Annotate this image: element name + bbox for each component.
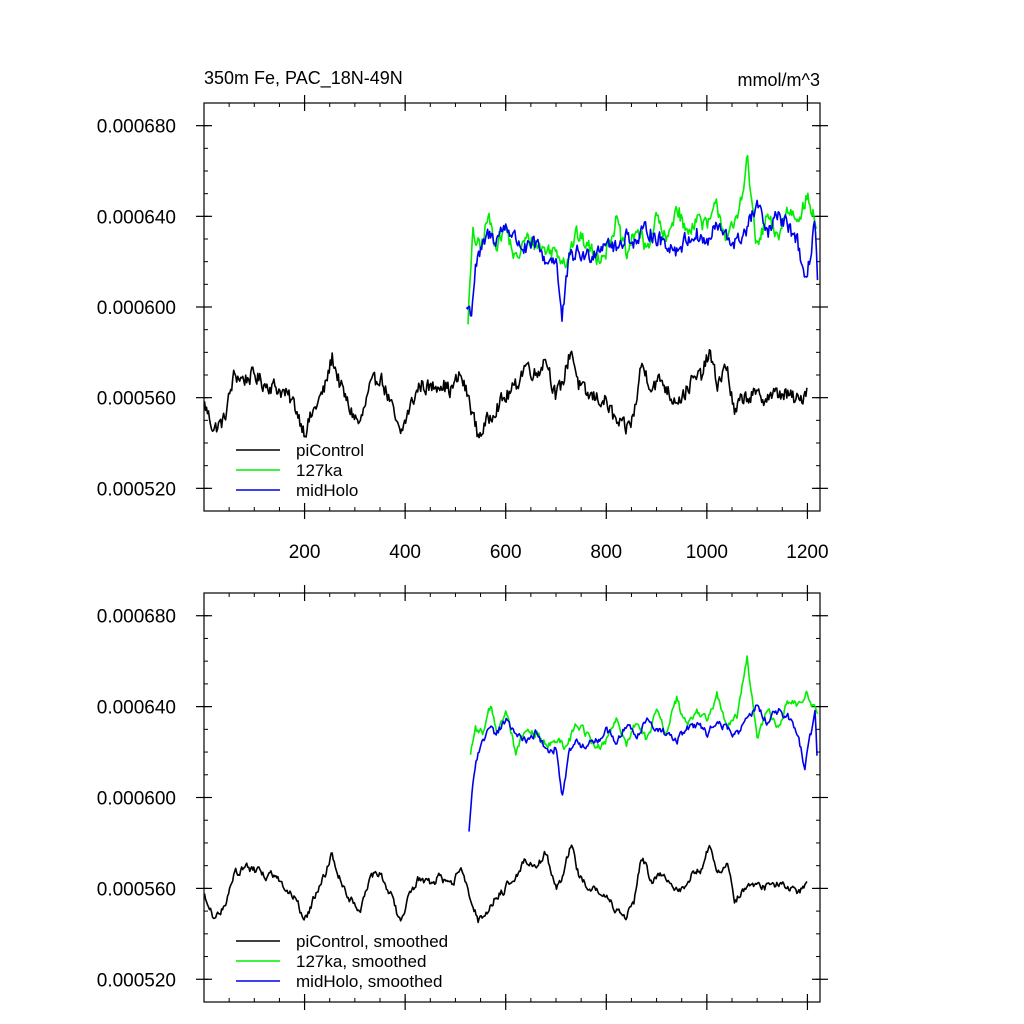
y-tick-label: 0.000560 xyxy=(97,389,176,410)
legend-label: piControl, smoothed xyxy=(296,932,448,951)
y-tick-label: 0.000680 xyxy=(97,117,176,138)
legend-label: piControl xyxy=(296,441,364,460)
x-tick-label: 600 xyxy=(490,542,522,563)
y-tick-label: 0.000520 xyxy=(97,479,176,500)
units-label: mmol/m^3 xyxy=(738,70,820,90)
x-tick-label: 800 xyxy=(590,542,622,563)
series-line-midholo xyxy=(465,199,819,322)
y-tick-label: 0.000560 xyxy=(97,879,176,900)
legend-label: 127ka xyxy=(296,461,343,480)
y-tick-label: 0.000520 xyxy=(97,970,176,991)
legend-label: midHolo xyxy=(296,481,358,500)
series-line-picontrol xyxy=(204,349,808,439)
y-tick-label: 0.000680 xyxy=(97,607,176,628)
legend-label: 127ka, smoothed xyxy=(296,952,426,971)
y-tick-label: 0.000600 xyxy=(97,789,176,810)
x-tick-label: 1000 xyxy=(686,542,728,563)
x-tick-label: 1200 xyxy=(786,542,828,563)
x-tick-label: 200 xyxy=(289,542,321,563)
y-tick-label: 0.000640 xyxy=(97,698,176,719)
x-tick-label: 400 xyxy=(389,542,421,563)
series-line-midholo-smoothed xyxy=(468,704,818,832)
y-tick-label: 0.000640 xyxy=(97,207,176,228)
series-line-picontrol-smoothed xyxy=(204,844,808,924)
y-tick-label: 0.000600 xyxy=(97,298,176,319)
legend-label: midHolo, smoothed xyxy=(296,972,442,991)
bottom-panel: 0.000520 0.000560 0.000600 0.000640 0.000680… xyxy=(97,585,828,1010)
series-line-127ka-smoothed xyxy=(469,655,819,756)
series-line-127ka xyxy=(467,154,818,325)
top-panel: 0.000520 0.000560 0.000600 0.000640 0.000680… xyxy=(97,95,829,563)
figure-title: 350m Fe, PAC_18N-49N xyxy=(204,68,403,89)
